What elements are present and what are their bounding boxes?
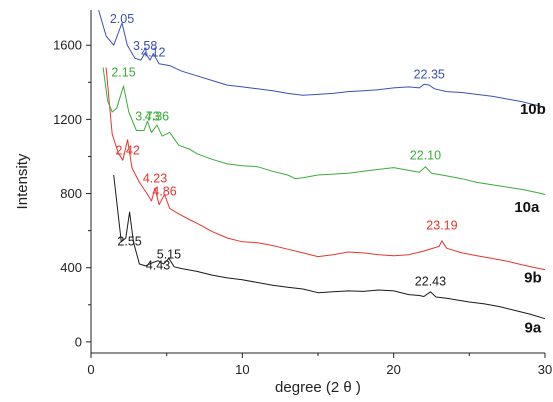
x-tick-label: 10 [235, 362, 249, 377]
series-name-label: 10a [514, 199, 540, 216]
y-tick-label: 400 [60, 260, 82, 275]
labels-layer: 2.55 4.435.15 22.43 2.42 4.234.86 23.19 2.15 3.… [110, 12, 546, 337]
peak-label: 4.12 [141, 45, 165, 59]
series-line-9b [105, 67, 546, 271]
x-axis-title: degree (2 θ ) [275, 379, 361, 396]
peak-label: 22.43 [415, 274, 446, 288]
series-name-label: 9b [524, 270, 542, 287]
peak-label: 3.73 [135, 109, 159, 123]
y-axis-title: Intensity [14, 153, 31, 209]
peak-label: 4.23 [143, 171, 167, 185]
peak-label: 23.19 [426, 219, 457, 233]
series-layer [98, 9, 546, 320]
peak-label: 4.43 [146, 259, 170, 273]
peak-label: 4.36 [145, 109, 169, 123]
y-tick-label: 1200 [53, 112, 82, 127]
series-line-10b [98, 9, 546, 108]
series-line-10a [102, 67, 546, 195]
y-tick-label: 800 [60, 186, 82, 201]
x-tick-label: 20 [386, 362, 400, 377]
peak-label: 5.15 [157, 247, 181, 261]
series-line-9a [113, 174, 546, 320]
peak-label: 2.42 [115, 144, 139, 158]
y-tick-label: 1600 [53, 38, 82, 53]
x-tick-label: 0 [87, 362, 94, 377]
peak-label: 22.10 [410, 148, 441, 162]
series-name-label: 9a [525, 320, 542, 337]
peak-label: 2.15 [111, 66, 135, 80]
x-tick-label: 30 [538, 362, 552, 377]
axes: 0 10 20 30 0 400 800 1200 1600 [53, 10, 552, 377]
peak-label: 2.55 [117, 234, 141, 248]
peak-label: 3.58 [133, 39, 157, 53]
peak-label: 22.35 [414, 68, 445, 82]
y-tick-label: 0 [75, 334, 82, 349]
peak-label: 4.86 [152, 184, 176, 198]
series-name-label: 10b [520, 101, 546, 118]
peak-label: 2.05 [110, 12, 134, 26]
